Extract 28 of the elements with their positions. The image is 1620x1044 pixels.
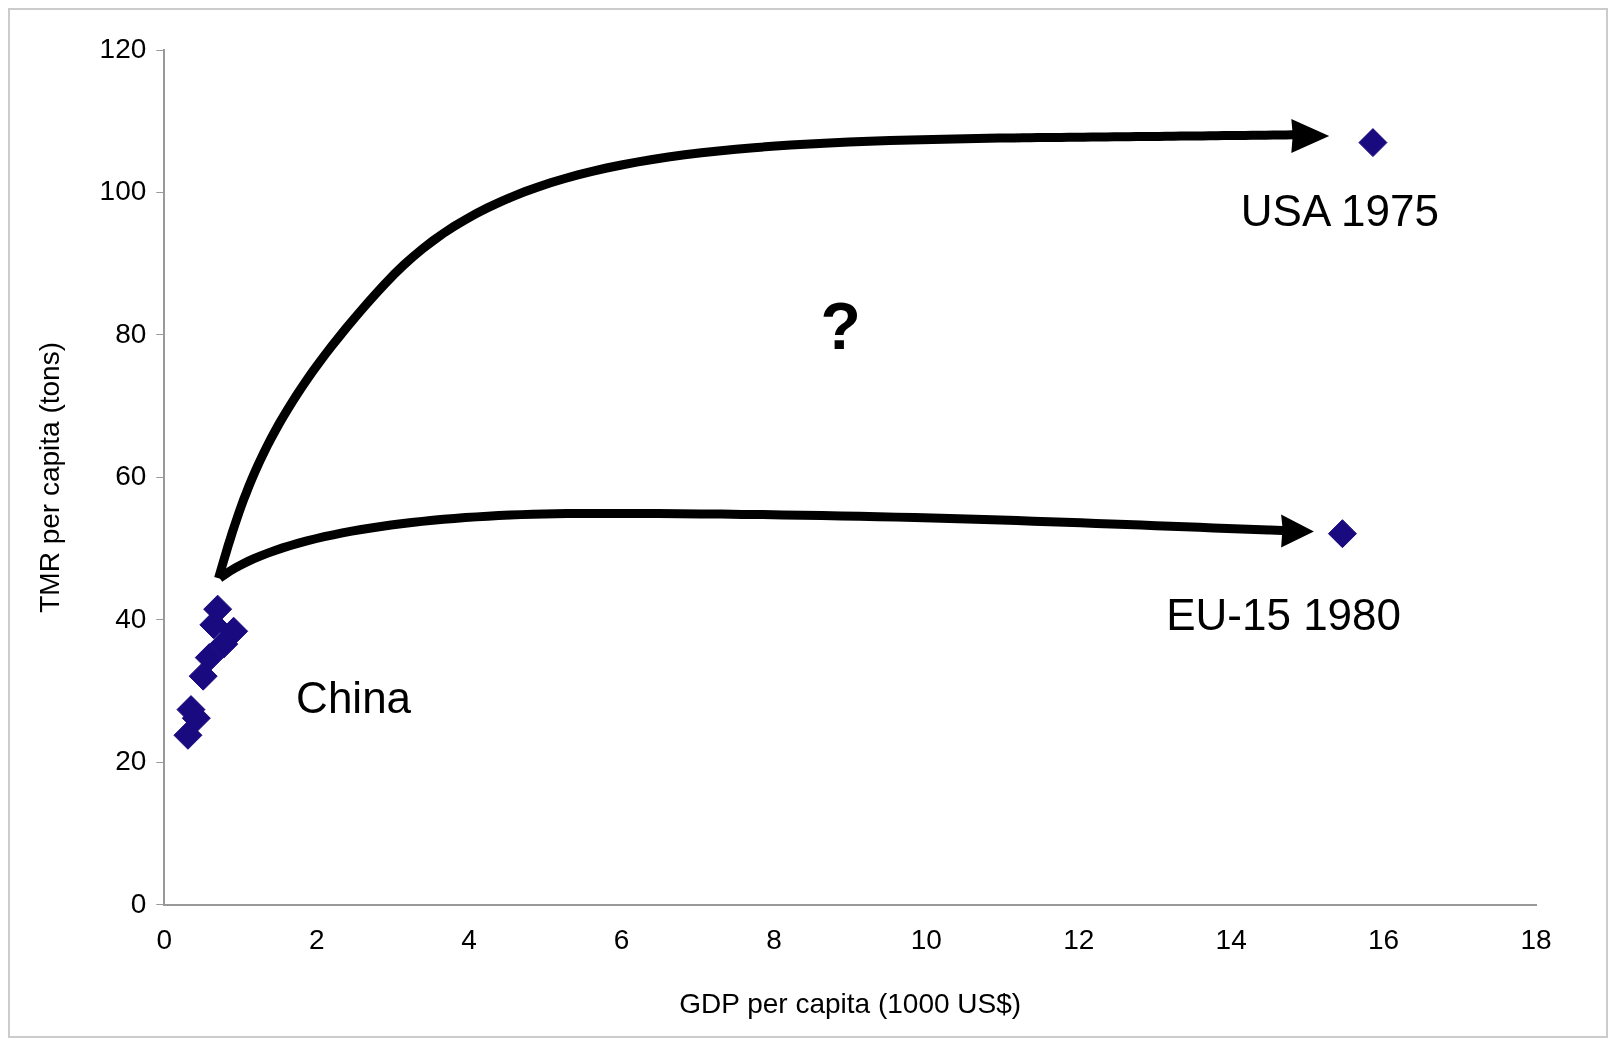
point: [1358, 128, 1388, 158]
point: [1327, 519, 1357, 549]
x-tick-label: 16: [1368, 924, 1400, 956]
x-axis-title: GDP per capita (1000 US$): [679, 987, 1022, 1019]
x-tick-label: 2: [308, 924, 325, 956]
y-tick-label: 0: [130, 887, 147, 919]
x-tick-label: 8: [766, 924, 782, 956]
y-tick-label: 20: [115, 745, 147, 777]
x-tick-label: 4: [461, 924, 477, 956]
point: [209, 629, 239, 659]
y-tick-label: 40: [115, 602, 147, 634]
x-tick-label: 12: [1063, 924, 1095, 956]
y-tick-label: 100: [99, 175, 147, 207]
x-tick-label: 14: [1215, 924, 1247, 956]
annotation: USA 1975: [1240, 186, 1439, 236]
x-tick-label: 0: [156, 924, 173, 956]
y-axis-title: TMR per capita (tons): [33, 342, 65, 613]
annotation: EU-15 1980: [1166, 589, 1402, 639]
y-tick-label: 60: [115, 460, 147, 492]
point: [188, 661, 218, 691]
annotation: ?: [820, 289, 861, 364]
y-tick-label: 80: [115, 317, 147, 349]
y-tick-label: 120: [99, 32, 147, 64]
point: [173, 720, 203, 750]
x-tick-label: 6: [613, 924, 630, 956]
annotation: China: [296, 672, 412, 722]
x-tick-label: 18: [1520, 924, 1552, 956]
x-tick-label: 10: [910, 924, 942, 956]
